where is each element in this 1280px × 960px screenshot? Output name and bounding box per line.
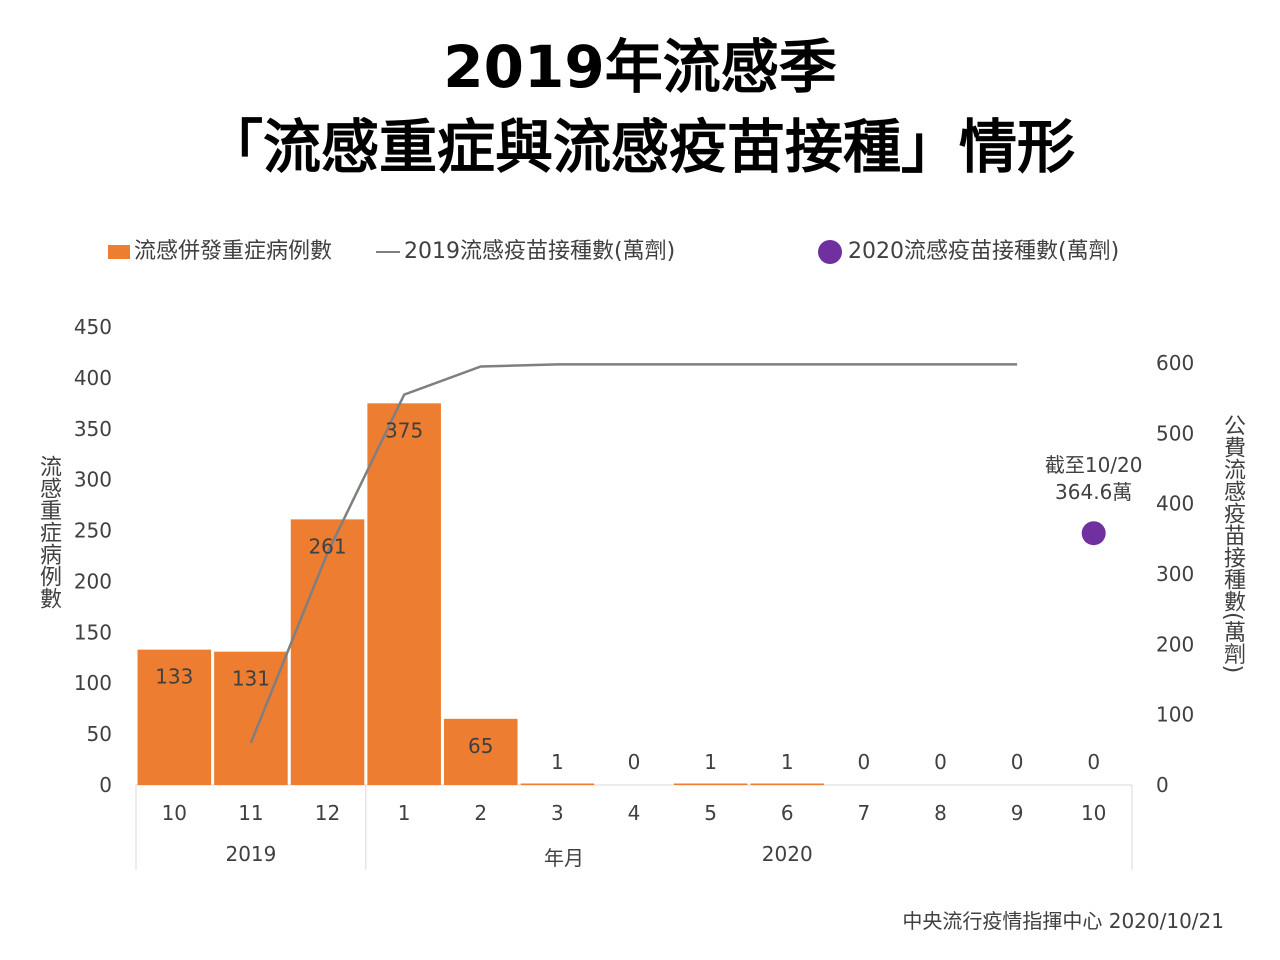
bar xyxy=(443,718,518,785)
x-tick-label: 10 xyxy=(1081,801,1106,825)
legend-line-label: 2019流感疫苗接種數(萬劑) xyxy=(404,239,676,264)
y-left-tick-label: 50 xyxy=(87,722,112,746)
y-right-tick-label: 600 xyxy=(1156,351,1194,375)
y-left-tick-label: 300 xyxy=(74,468,112,492)
bar-data-label: 0 xyxy=(857,750,870,774)
bar xyxy=(137,649,212,785)
bar-data-label: 1 xyxy=(551,750,564,774)
y-left-tick-label: 0 xyxy=(99,773,112,797)
x-tick-label: 7 xyxy=(857,801,870,825)
y-left-tick-label: 100 xyxy=(74,671,112,695)
bar-data-label: 261 xyxy=(308,534,346,558)
x-tick-label: 3 xyxy=(551,801,564,825)
legend-point-swatch xyxy=(818,240,842,264)
chart-title-line1: 2019年流感季 xyxy=(443,33,837,101)
x-tick-label: 9 xyxy=(1011,801,1024,825)
series-line-2019-vaccine xyxy=(249,363,1018,744)
y-axis-right-label: 公費流感疫苗接種數(萬劑) xyxy=(1220,414,1245,674)
bar-data-label: 0 xyxy=(628,750,641,774)
bar-data-label: 1 xyxy=(781,750,794,774)
bar-data-label: 0 xyxy=(934,750,947,774)
bar xyxy=(367,403,441,785)
bar xyxy=(673,783,748,785)
bar-data-label: 0 xyxy=(1011,750,1024,774)
legend-point: 2020流感疫苗接種數(萬劑) xyxy=(818,233,1119,265)
y-right-tick-label: 100 xyxy=(1156,703,1194,727)
y-left-tick-label: 400 xyxy=(74,366,112,390)
bar xyxy=(290,519,365,785)
x-tick-label: 11 xyxy=(238,801,263,825)
y-left-tick-label: 450 xyxy=(74,315,112,339)
y-right-tick-label: 500 xyxy=(1156,421,1194,445)
y-right-tick-label: 200 xyxy=(1156,632,1194,656)
x-tick-label: 1 xyxy=(398,801,411,825)
y-left-tick-label: 150 xyxy=(74,620,112,644)
bar xyxy=(750,783,825,785)
bar-data-label: 1 xyxy=(704,750,717,774)
legend-bar-swatch xyxy=(108,245,130,259)
bar-data-label: 133 xyxy=(155,665,193,689)
x-tick-label: 4 xyxy=(628,801,641,825)
bar-data-label: 65 xyxy=(468,734,493,758)
year-group-label: 2020 xyxy=(762,842,813,866)
x-tick-label: 2 xyxy=(474,801,487,825)
y-right-tick-label: 300 xyxy=(1156,562,1194,586)
year-group-label: 2019 xyxy=(225,842,276,866)
bar xyxy=(214,651,288,785)
legend-point-label: 2020流感疫苗接種數(萬劑) xyxy=(848,239,1120,264)
x-tick-label: 5 xyxy=(704,801,717,825)
bar-data-label: 0 xyxy=(1087,750,1100,774)
y-axis-left-label: 流感重症病例數 xyxy=(36,455,61,609)
x-tick-label: 12 xyxy=(315,801,340,825)
y-left-tick-label: 250 xyxy=(74,519,112,543)
legend-bars: 流感併發重症病例數 xyxy=(108,233,332,265)
annotation-line2: 364.6萬 xyxy=(1055,480,1132,504)
legend-bars-label: 流感併發重症病例數 xyxy=(134,239,333,264)
source-footer: 中央流行疫情指揮中心 2020/10/21 xyxy=(902,909,1224,933)
y-right-tick-label: 0 xyxy=(1156,773,1169,797)
bar xyxy=(520,783,595,785)
legend-line: 2019流感疫苗接種數(萬劑) xyxy=(376,233,675,265)
x-tick-label: 8 xyxy=(934,801,947,825)
annotation-line1: 截至10/20 xyxy=(1045,453,1143,477)
x-tick-label: 10 xyxy=(162,801,187,825)
x-tick-label: 6 xyxy=(781,801,794,825)
y-left-tick-label: 350 xyxy=(74,417,112,441)
y-left-tick-label: 200 xyxy=(74,569,112,593)
x-axis-label: 年月 xyxy=(544,846,584,870)
chart-title-line2: 「流感重症與流感疫苗接種」情形 xyxy=(204,113,1075,181)
bar-data-label: 131 xyxy=(232,667,270,691)
point-2020-vaccine xyxy=(1081,521,1106,546)
legend-line-swatch xyxy=(376,251,400,253)
bar-data-label: 375 xyxy=(385,418,423,442)
y-right-tick-label: 400 xyxy=(1156,492,1194,516)
